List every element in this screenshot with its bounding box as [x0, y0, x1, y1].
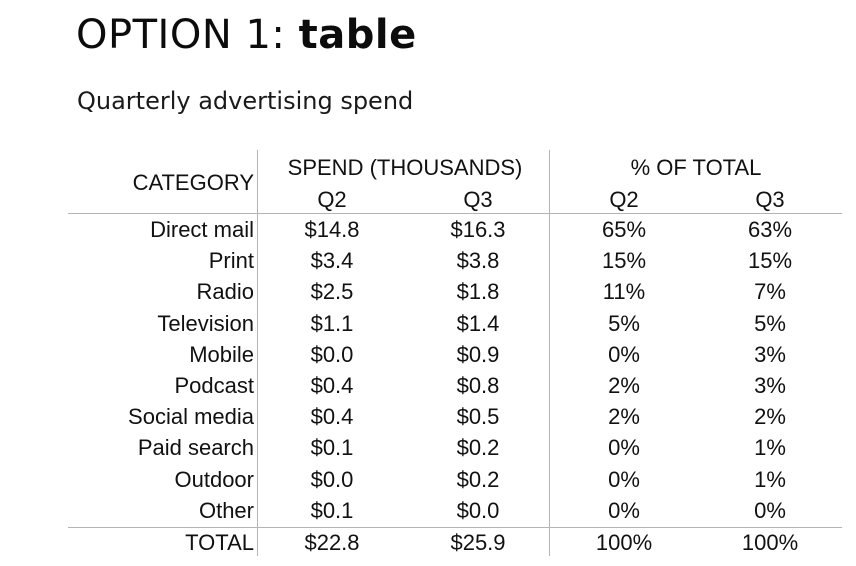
- cell-category: Radio: [196, 279, 254, 305]
- title-prefix: OPTION 1:: [76, 12, 299, 58]
- total-cell-pct-q2: 100%: [595, 530, 653, 555]
- cell-spend-q3: $0.2: [456, 466, 500, 492]
- cell-category: Print: [208, 248, 254, 274]
- header-group-spend: SPEND (THOUSANDS): [287, 155, 523, 180]
- cell-category: Other: [198, 497, 254, 523]
- cell-spend-q2: $1.1: [310, 310, 354, 336]
- cell-category: Mobile: [189, 341, 254, 367]
- header-pct-q3: Q3: [755, 187, 785, 212]
- cell-pct-q2: 65%: [601, 217, 647, 242]
- cell-spend-q2: $0.4: [310, 404, 354, 430]
- category-divider: [257, 150, 258, 556]
- header-category: CATEGORY: [132, 170, 254, 195]
- cell-category: Social media: [128, 404, 254, 430]
- group-divider: [549, 150, 550, 556]
- cell-pct-q2: 2%: [608, 404, 640, 430]
- cell-category: Television: [157, 310, 254, 336]
- cell-spend-q2: $3.4: [310, 248, 354, 274]
- cell-category: Paid search: [137, 435, 254, 461]
- cell-spend-q3: $0.2: [456, 435, 500, 461]
- cell-category: Direct mail: [150, 217, 254, 242]
- cell-category: Outdoor: [174, 466, 255, 492]
- cell-pct-q3: 15%: [747, 248, 793, 274]
- cell-spend-q2: $2.5: [310, 279, 354, 305]
- chart-subtitle: Quarterly advertising spend: [77, 87, 414, 115]
- cell-spend-q2: $0.0: [310, 341, 354, 367]
- cell-pct-q2: 2%: [608, 373, 640, 398]
- header-spend-q2: Q2: [317, 187, 347, 212]
- cell-pct-q2: 15%: [601, 248, 647, 274]
- cell-pct-q2: 5%: [608, 310, 640, 336]
- cell-pct-q2: 11%: [602, 279, 646, 305]
- header-group-percent: % OF TOTAL: [630, 155, 762, 180]
- cell-spend-q2: $0.1: [310, 497, 354, 523]
- cell-spend-q2: $0.1: [310, 435, 354, 461]
- cell-spend-q3: $0.0: [456, 497, 500, 523]
- cell-spend-q3: $16.3: [450, 217, 506, 242]
- total-divider: [68, 527, 842, 528]
- cell-pct-q3: 2%: [754, 404, 786, 430]
- cell-pct-q3: 3%: [754, 341, 786, 367]
- cell-pct-q3: 63%: [747, 217, 793, 242]
- cell-spend-q3: $1.4: [456, 310, 500, 336]
- cell-pct-q3: 0%: [754, 497, 786, 523]
- cell-spend-q3: $0.8: [456, 373, 500, 398]
- cell-pct-q2: 0%: [608, 466, 640, 492]
- cell-pct-q2: 0%: [608, 497, 640, 523]
- cell-pct-q3: 3%: [754, 373, 786, 398]
- header-pct-q2: Q2: [609, 187, 639, 212]
- total-cell-category: TOTAL: [185, 530, 254, 555]
- cell-pct-q2: 0%: [608, 341, 640, 367]
- title-emphasis: table: [298, 12, 417, 58]
- cell-spend-q3: $1.8: [456, 279, 500, 305]
- cell-spend-q3: $3.8: [456, 248, 500, 274]
- cell-spend-q2: $0.0: [310, 466, 354, 492]
- cell-pct-q3: 1%: [754, 435, 786, 461]
- total-cell-spend-q2: $22.8: [304, 530, 360, 555]
- cell-category: Podcast: [174, 373, 255, 398]
- cell-pct-q3: 7%: [754, 279, 786, 305]
- cell-spend-q2: $0.4: [310, 373, 354, 398]
- total-cell-spend-q3: $25.9: [450, 530, 506, 555]
- page-title: OPTION 1: table: [76, 12, 417, 58]
- cell-pct-q3: 5%: [754, 310, 786, 336]
- cell-pct-q2: 0%: [608, 435, 640, 461]
- header-spend-q3: Q3: [463, 187, 493, 212]
- header-divider: [68, 213, 842, 214]
- total-cell-pct-q3: 100%: [741, 530, 799, 555]
- cell-pct-q3: 1%: [754, 466, 786, 492]
- cell-spend-q3: $0.5: [456, 404, 500, 430]
- cell-spend-q2: $14.8: [304, 217, 360, 242]
- cell-spend-q3: $0.9: [456, 341, 500, 367]
